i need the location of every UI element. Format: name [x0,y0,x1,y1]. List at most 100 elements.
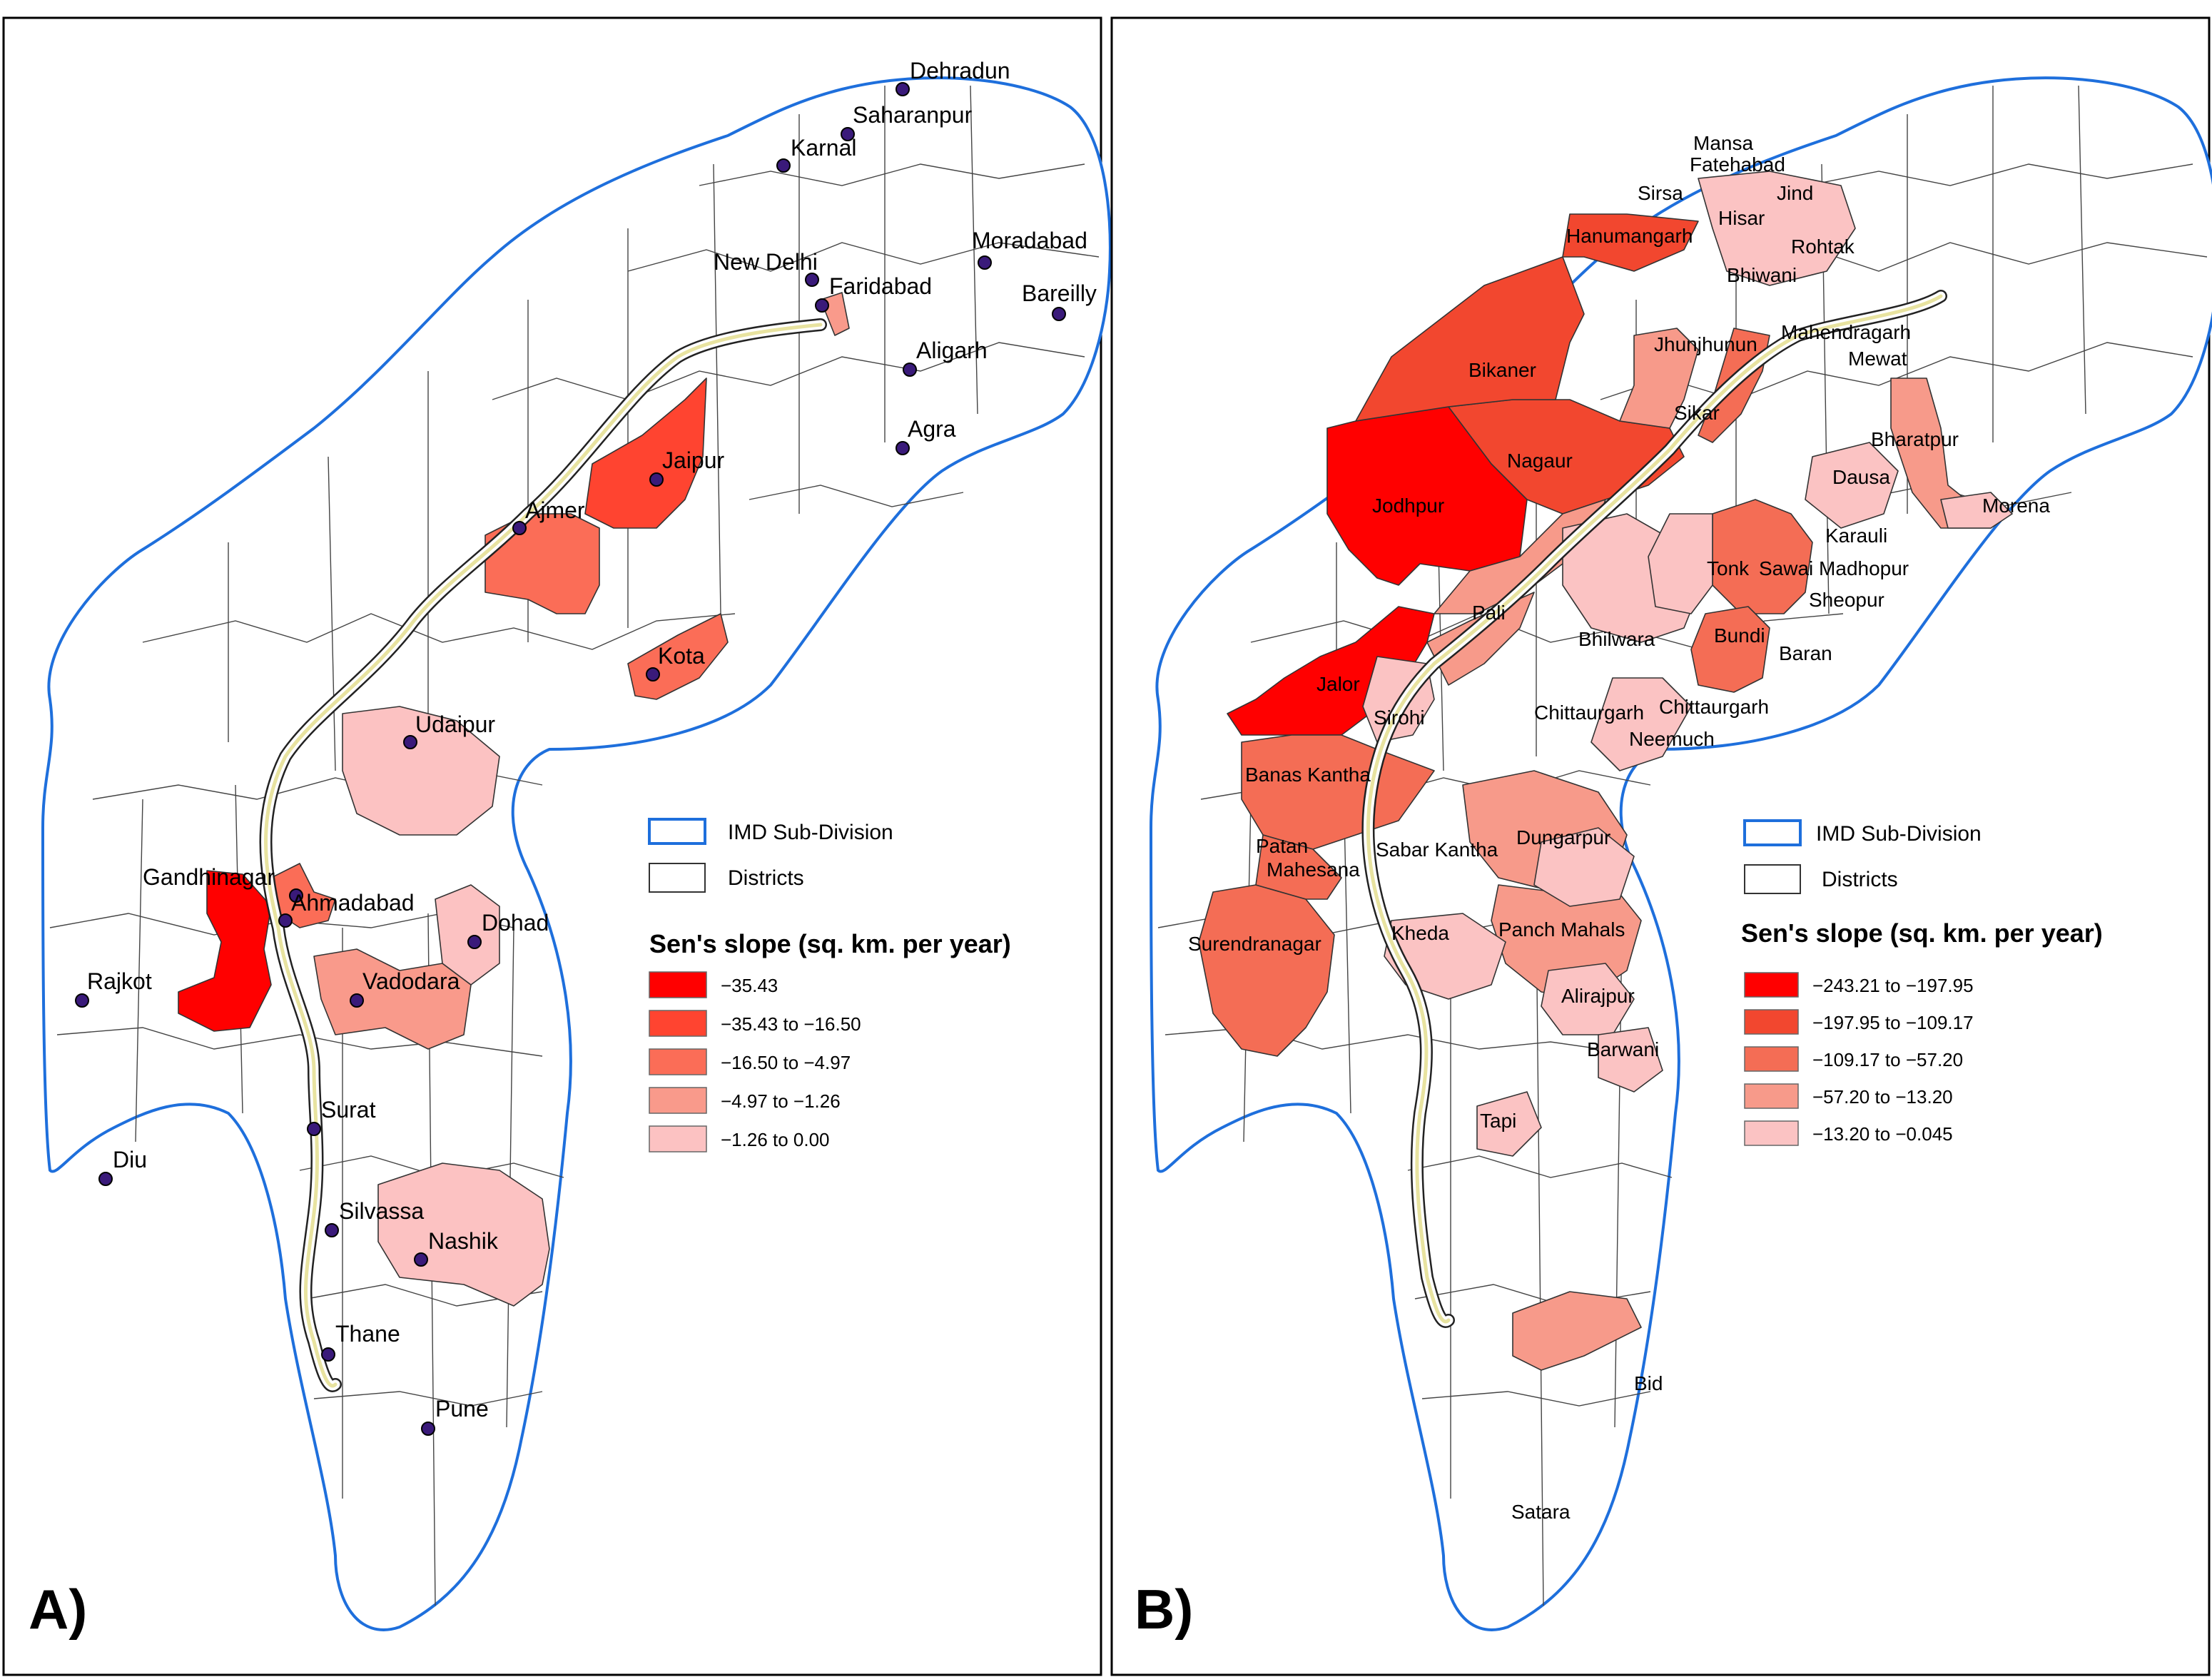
district-label: Bhiwani [1727,264,1797,286]
legend-class-swatch [1744,1046,1799,1072]
panel-b-label: B) [1135,1578,1193,1641]
district-label: Baran [1779,642,1832,664]
district-labels: Mansa Fatehabad Sirsa Jind Hisar Hanuman… [1188,132,2050,1523]
city-dot-aligarh [903,363,917,377]
district-label: Jhunjhunun [1654,333,1757,355]
city-dot-kota [646,667,660,682]
legend-districts-label: Districts [728,866,804,890]
district-label: Kheda [1391,922,1449,944]
city-dot-surat [307,1122,321,1136]
city-dot-dohad [467,935,482,949]
legend-class-swatch [1744,1009,1799,1035]
district-label: Tapi [1480,1110,1516,1132]
district-hisar-fill [1698,171,1856,286]
city-dot-rajkot [75,993,89,1008]
legend-class-swatch [649,1048,707,1075]
city-dot-faridabad [815,298,829,313]
district-label: Satara [1511,1501,1571,1523]
legend-class-label: −1.26 to 0.00 [721,1129,830,1150]
district-label: Karauli [1825,525,1887,547]
district-nashik-fill [377,1162,550,1307]
district-label: Rohtak [1791,235,1855,258]
panel-b-map: Mansa Fatehabad Sirsa Jind Hisar Hanuman… [1110,16,2212,1676]
district-jaipur-fill [584,378,707,529]
legend-boundary-label: IMD Sub-Division [1816,822,1982,846]
district-bikaner-fill [1355,256,1585,422]
city-dot-saharanpur [841,127,855,141]
city-label: Diu [113,1147,147,1172]
district-label: Bhilwara [1578,628,1655,650]
district-patan-fill [1255,834,1342,900]
legend-class-label: −4.97 to −1.26 [721,1090,841,1112]
legend-districts-label: Districts [1822,868,1898,891]
district-label: Sikar [1674,402,1720,424]
city-dot-udaipur [403,735,417,749]
district-label: Jind [1777,182,1813,204]
city-dot-bareilly [1052,307,1066,321]
panel-a-label: A) [29,1578,87,1641]
city-markers: Dehradun Saharanpur Karnal Moradabad New… [75,58,1097,1436]
district-label: Bharatpur [1871,428,1959,450]
legend-districts-swatch [1744,864,1801,894]
district-dohad-fill [435,884,500,986]
district-vadodara-fill [313,948,472,1050]
district-label: Surendranagar [1188,933,1321,955]
district-morena-fill [1940,492,2013,529]
legend-title: Sen's slope (sq. km. per year) [649,929,1011,958]
city-label: Silvassa [339,1198,424,1224]
city-label: Rajkot [87,968,152,994]
district-tonk-fill [1648,513,1713,614]
city-label: Pune [435,1396,489,1422]
city-label: Thane [335,1321,400,1347]
city-label: Dohad [482,910,549,936]
district-label: Sirohi [1374,706,1425,729]
district-label: Chittaurgarh [1534,701,1644,724]
city-label: Dehradun [910,58,1010,83]
legend-boundary-swatch [648,818,706,845]
district-satara-fill [1512,1291,1642,1371]
city-label: Aligarh [916,338,988,363]
district-ajmer-fill [484,513,600,614]
legend-class-swatch [1744,972,1799,998]
city-dot-moradabad [978,255,992,270]
district-label: Mewat [1848,348,1907,370]
district-label: Jodhpur [1372,495,1444,517]
district-dausa-fill [1805,442,1899,529]
city-label: Surat [321,1097,376,1123]
district-label: Dungarpur [1516,826,1610,848]
legend-class-label: −35.43 [721,975,778,996]
district-label: Sheopur [1809,589,1884,611]
city-label: Moradabad [972,228,1087,253]
legend-boundary-label: IMD Sub-Division [728,821,893,844]
legend-districts-swatch [649,863,706,893]
city-label: Jaipur [662,447,725,473]
district-label: Dausa [1832,466,1890,488]
district-label: Mahesana [1267,858,1360,881]
legend-class-label: −13.20 to −0.045 [1812,1123,1953,1145]
district-fills-b [1198,171,2013,1371]
district-barwani-fill [1598,1027,1663,1093]
legend-class-swatch [1744,1083,1799,1109]
district-label: Sirsa [1638,182,1683,204]
city-label: Vadodara [362,968,460,994]
district-label: Hanumangarh [1566,225,1693,247]
district-tapi-fill [1476,1091,1542,1157]
district-bundi-fill [1690,606,1770,693]
district-label: Patan [1256,835,1308,857]
city-label: Karnal [791,135,857,161]
city-dot-new-delhi [805,273,819,287]
city-label: Ahmadabad [291,890,415,916]
district-hanumangarh-fill [1562,213,1699,272]
city-label: Nashik [428,1228,499,1254]
city-dot-agra [896,441,910,455]
legend-class-label: −35.43 to −16.50 [721,1013,861,1035]
district-jalor-fill [1227,606,1435,736]
district-banas-kantha-fill [1241,734,1435,850]
legend-class-label: −243.21 to −197.95 [1812,975,1974,996]
city-label: Bareilly [1022,280,1097,306]
district-label: Mahendragarh [1781,321,1911,343]
legend-class-swatch [649,971,707,998]
district-label: Bundi [1714,624,1765,647]
district-label: Bid [1634,1372,1663,1394]
